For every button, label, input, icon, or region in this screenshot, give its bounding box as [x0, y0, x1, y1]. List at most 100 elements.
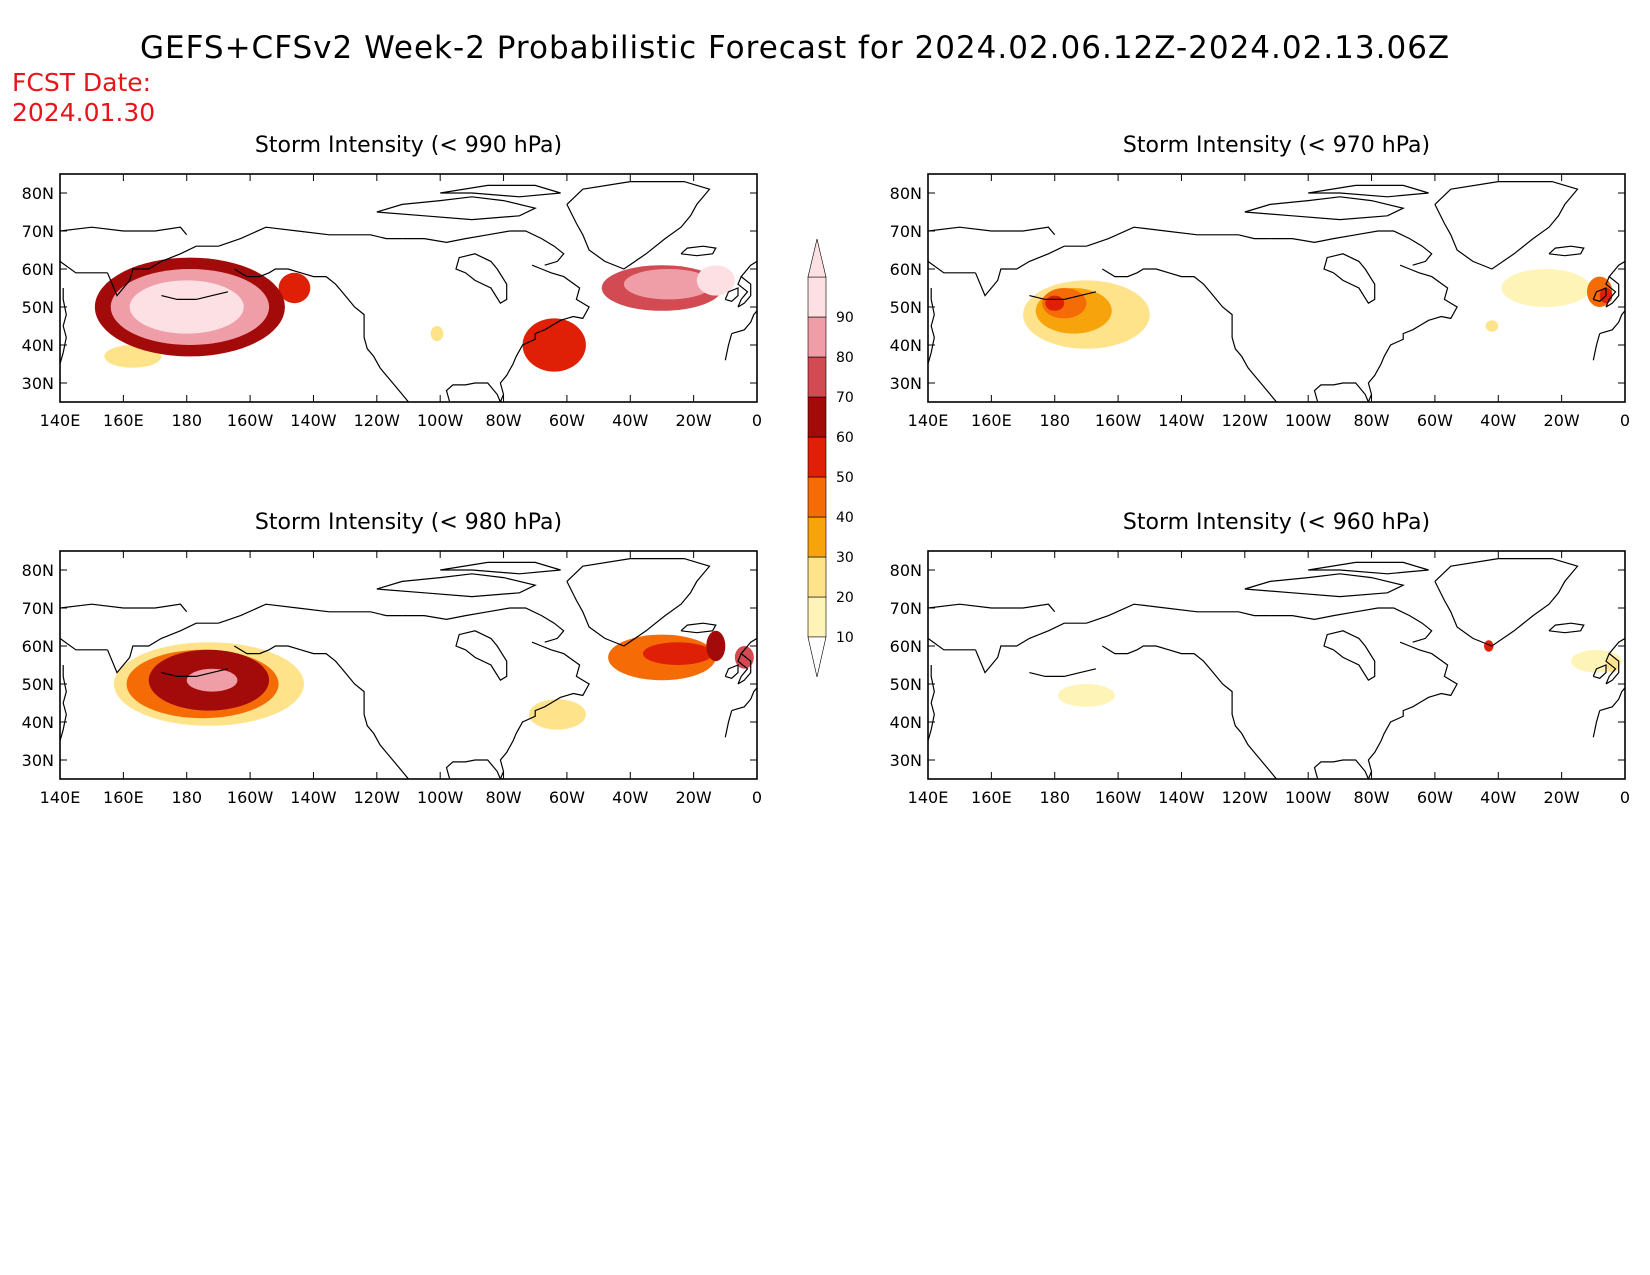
colorbar-top-arrow: [807, 238, 827, 278]
coastline: [161, 668, 229, 677]
coastline: [928, 637, 976, 651]
panel-plot-area: [60, 558, 757, 779]
colorbar-label: 20: [836, 590, 854, 606]
lon-label: 180: [171, 411, 202, 430]
map-panel-970: Storm Intensity (< 970 hPa) 80N 70N 60N 50N 4…: [890, 133, 1630, 430]
lon-label: 20W: [676, 411, 712, 430]
lat-label: 80N: [22, 561, 54, 580]
colorbar-label: 70: [836, 390, 854, 406]
lat-label: 30N: [890, 751, 922, 770]
colorbar-label: 40: [836, 510, 854, 526]
colorbar-swatch: [807, 596, 827, 638]
lon-label: 160E: [103, 788, 144, 807]
probability-region: [706, 630, 726, 662]
lon-label: 120W: [1222, 411, 1269, 430]
coastline: [566, 181, 711, 270]
coastline: [106, 622, 219, 674]
coastline: [60, 288, 67, 365]
coastline: [376, 196, 537, 221]
lat-label: 50N: [22, 298, 54, 317]
lon-label: 0: [1620, 788, 1630, 807]
lat-label: 40N: [890, 713, 922, 732]
probability-region: [430, 326, 444, 342]
coastline: [1029, 668, 1097, 677]
probability-region: [1484, 640, 1494, 652]
map-frame: [927, 550, 1626, 780]
coastline: [928, 603, 1056, 613]
panel-title: Storm Intensity (< 970 hPa): [1123, 133, 1430, 158]
lon-label: 100W: [1285, 788, 1332, 807]
lat-label: 80N: [22, 184, 54, 203]
probability-region: [522, 318, 586, 372]
coastline: [1270, 230, 1433, 266]
lon-label: 0: [752, 788, 762, 807]
coastline: [1548, 622, 1585, 634]
lon-label: 100W: [1285, 411, 1332, 430]
coastline: [60, 603, 188, 613]
lon-label: 80W: [485, 411, 521, 430]
coastline: [1434, 558, 1579, 647]
coastline: [60, 226, 188, 236]
probability-region: [1485, 320, 1499, 332]
coastline: [233, 645, 409, 779]
panel-title: Storm Intensity (< 990 hPa): [255, 133, 562, 158]
coastline: [106, 245, 219, 297]
coastline: [499, 264, 590, 402]
lon-label: 180: [171, 788, 202, 807]
colorbar-swatch: [807, 556, 827, 598]
coastline: [440, 561, 561, 575]
coastline: [928, 226, 1056, 236]
lat-label: 70N: [22, 222, 54, 241]
lon-label: 140W: [290, 788, 337, 807]
coastline: [1313, 759, 1369, 779]
coastline: [740, 260, 757, 277]
coastline: [566, 558, 711, 647]
lon-label: 120W: [354, 411, 401, 430]
lat-label: 60N: [890, 260, 922, 279]
colorbar-swatch: [807, 276, 827, 318]
lon-label: 120W: [354, 788, 401, 807]
lat-label: 80N: [890, 561, 922, 580]
coastline: [1086, 226, 1271, 247]
coastline: [1101, 645, 1277, 779]
colorbar-swatch: [807, 476, 827, 518]
coastline: [445, 382, 501, 402]
lat-label: 30N: [22, 374, 54, 393]
lon-label: 20W: [676, 788, 712, 807]
lon-label: 180: [1039, 411, 1070, 430]
lon-label: 60W: [1417, 788, 1453, 807]
panel-plot-area: [928, 558, 1625, 779]
lon-label: 60W: [549, 788, 585, 807]
lat-label: 80N: [890, 184, 922, 203]
coastline: [218, 226, 403, 247]
probability-region: [1501, 269, 1591, 307]
coastline: [1270, 607, 1433, 643]
panel-title: Storm Intensity (< 980 hPa): [255, 510, 562, 535]
coastline: [1548, 245, 1585, 257]
lon-label: 160W: [227, 411, 274, 430]
lon-label: 160E: [971, 411, 1012, 430]
coastline: [680, 622, 717, 634]
probability-region: [278, 272, 311, 304]
lon-label: 160W: [1095, 411, 1142, 430]
coastline: [731, 310, 757, 335]
lon-label: 160W: [1095, 788, 1142, 807]
colorbar-label: 30: [836, 550, 854, 566]
lat-label: 50N: [890, 298, 922, 317]
lat-label: 70N: [890, 222, 922, 241]
coastline: [680, 245, 717, 257]
map-panel-960: Storm Intensity (< 960 hPa) 80N 70N 60N 50N 4…: [890, 510, 1630, 807]
coastline: [928, 260, 976, 274]
coastline: [1367, 641, 1458, 779]
lon-label: 140E: [908, 788, 949, 807]
coastline: [1244, 573, 1405, 598]
coastline: [440, 184, 561, 198]
lon-label: 120W: [1222, 788, 1269, 807]
lon-label: 140W: [290, 411, 337, 430]
lat-label: 60N: [890, 637, 922, 656]
coastline: [499, 641, 590, 779]
colorbar-bottom-arrow: [807, 636, 827, 678]
panel-plot-area: [928, 181, 1625, 402]
coastline: [1599, 310, 1625, 335]
